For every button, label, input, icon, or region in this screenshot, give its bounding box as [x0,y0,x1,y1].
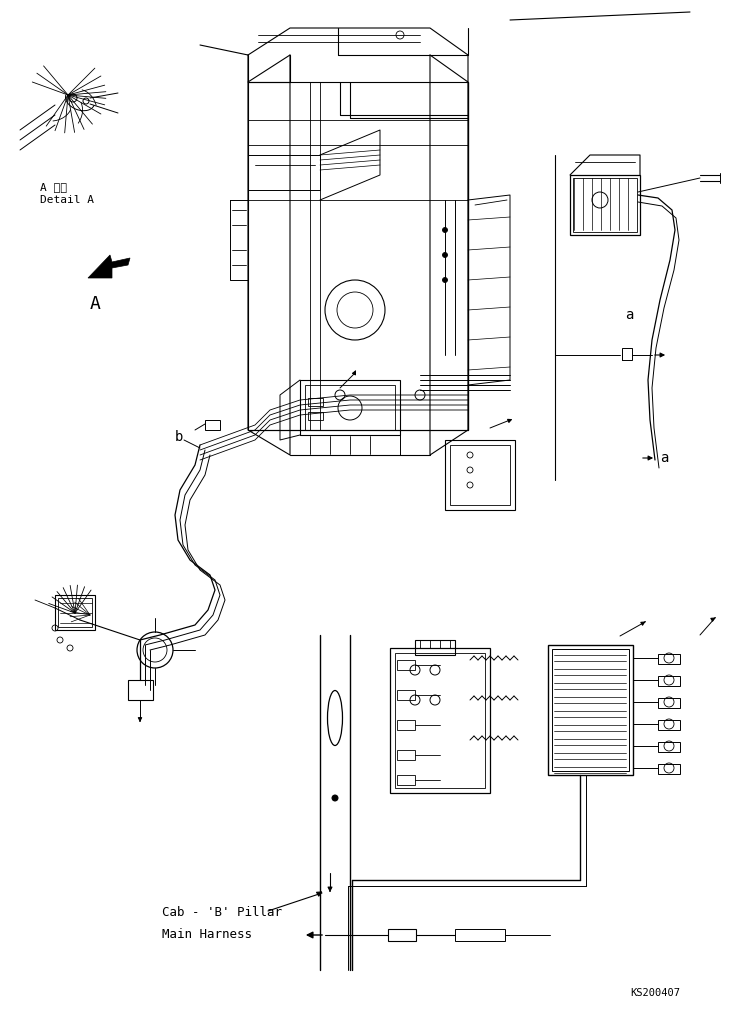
Bar [415,640,455,655]
Bar [388,929,416,941]
Text: A: A [90,295,101,313]
Bar [658,764,680,774]
Bar [455,929,505,941]
Bar [397,720,415,730]
Text: Cab - 'B' Pillar: Cab - 'B' Pillar [162,906,282,919]
Bar [450,445,510,504]
Bar [128,680,153,700]
Bar [658,742,680,752]
Circle shape [443,227,447,232]
Text: a: a [660,451,668,465]
Circle shape [332,795,338,801]
Bar [55,595,95,630]
Bar [658,698,680,708]
Bar [390,648,490,793]
Bar [205,420,220,430]
Bar [397,660,415,670]
Bar [552,649,629,771]
Bar [573,178,637,232]
Bar [622,348,632,360]
Text: Detail A: Detail A [40,195,94,205]
Bar [395,653,485,788]
Circle shape [443,252,447,257]
Bar [397,775,415,785]
Polygon shape [88,255,130,278]
Bar [300,380,400,435]
Bar [305,385,395,430]
Bar [397,750,415,760]
Text: KS200407: KS200407 [630,988,680,998]
Bar [308,398,323,406]
Text: A 詳細: A 詳細 [40,182,67,192]
Bar [308,412,323,420]
Text: a: a [625,308,633,322]
Bar [58,598,92,627]
Bar [397,690,415,700]
Text: b: b [175,430,184,444]
Bar [658,720,680,730]
Text: Main Harness: Main Harness [162,928,252,941]
Bar [658,676,680,686]
Bar [248,82,468,430]
Bar [658,654,680,664]
Circle shape [443,277,447,283]
Bar [570,175,640,235]
Bar [548,645,633,775]
Bar [445,440,515,510]
